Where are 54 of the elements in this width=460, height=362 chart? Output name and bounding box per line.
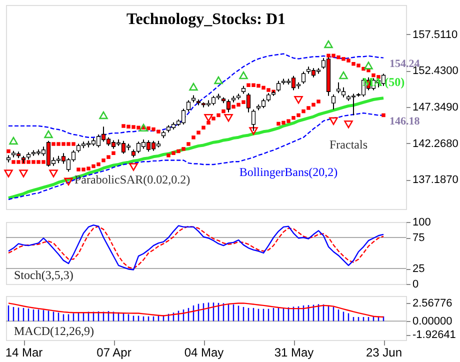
chart-title: Technology_Stocks: D1 <box>126 11 286 28</box>
point <box>364 62 373 70</box>
point <box>204 114 213 122</box>
y-tick-label: 100 <box>412 216 431 228</box>
y-tick-label: 0 <box>412 278 419 290</box>
y-tick-label: 0.00000 <box>412 316 452 328</box>
point <box>249 127 258 135</box>
point <box>44 130 53 138</box>
y-tick-label: 25 <box>412 263 425 275</box>
y-tick-label: 142.2680 <box>412 138 458 150</box>
y-tick-label: -1.92641 <box>412 329 456 342</box>
series-label: BollingerBans(20,2) <box>239 164 338 179</box>
point <box>214 76 223 84</box>
line-series <box>8 112 384 200</box>
point <box>239 71 248 80</box>
y-tick-label: 157.5110 <box>412 28 458 41</box>
candlestick <box>331 94 336 110</box>
series-label: ParabolicSAR(0.02,0.2) <box>74 172 190 186</box>
point <box>344 120 353 128</box>
y-tick-label: 147.3490 <box>412 102 458 114</box>
point <box>339 71 348 80</box>
line-series <box>8 302 384 318</box>
y-tick-label: 137.1870 <box>412 174 458 186</box>
point <box>9 136 18 145</box>
x-tick-label: 04 May <box>184 346 224 360</box>
point <box>64 178 73 186</box>
point <box>99 111 108 120</box>
x-tick-label: 31 May <box>274 346 314 360</box>
line-series <box>7 96 385 200</box>
point <box>4 170 13 178</box>
candlestick <box>301 71 306 84</box>
y-tick-label: 75 <box>412 232 425 244</box>
point <box>19 170 28 178</box>
point <box>324 40 333 48</box>
point <box>49 170 58 178</box>
point <box>189 82 198 91</box>
series-label: Fractals <box>330 137 368 152</box>
x-tick-label: 23 Jun <box>366 346 402 360</box>
x-tick-label: 14 Mar <box>5 346 43 360</box>
point <box>294 96 303 104</box>
point <box>129 163 138 171</box>
point <box>139 124 148 132</box>
annotation: 146.18 <box>390 115 420 128</box>
annotation: MACD(12,26,9) <box>14 324 94 338</box>
point <box>329 117 338 125</box>
x-tick-label: 07 Apr <box>96 346 132 360</box>
candlestick <box>186 100 191 112</box>
candlestick <box>336 82 341 94</box>
y-tick-label: 2.56776 <box>412 298 452 310</box>
annotation: Stoch(3,5,3) <box>14 268 74 282</box>
candlestick <box>341 86 346 98</box>
candlestick <box>251 109 256 132</box>
point <box>224 114 233 122</box>
candlestick <box>276 80 281 92</box>
